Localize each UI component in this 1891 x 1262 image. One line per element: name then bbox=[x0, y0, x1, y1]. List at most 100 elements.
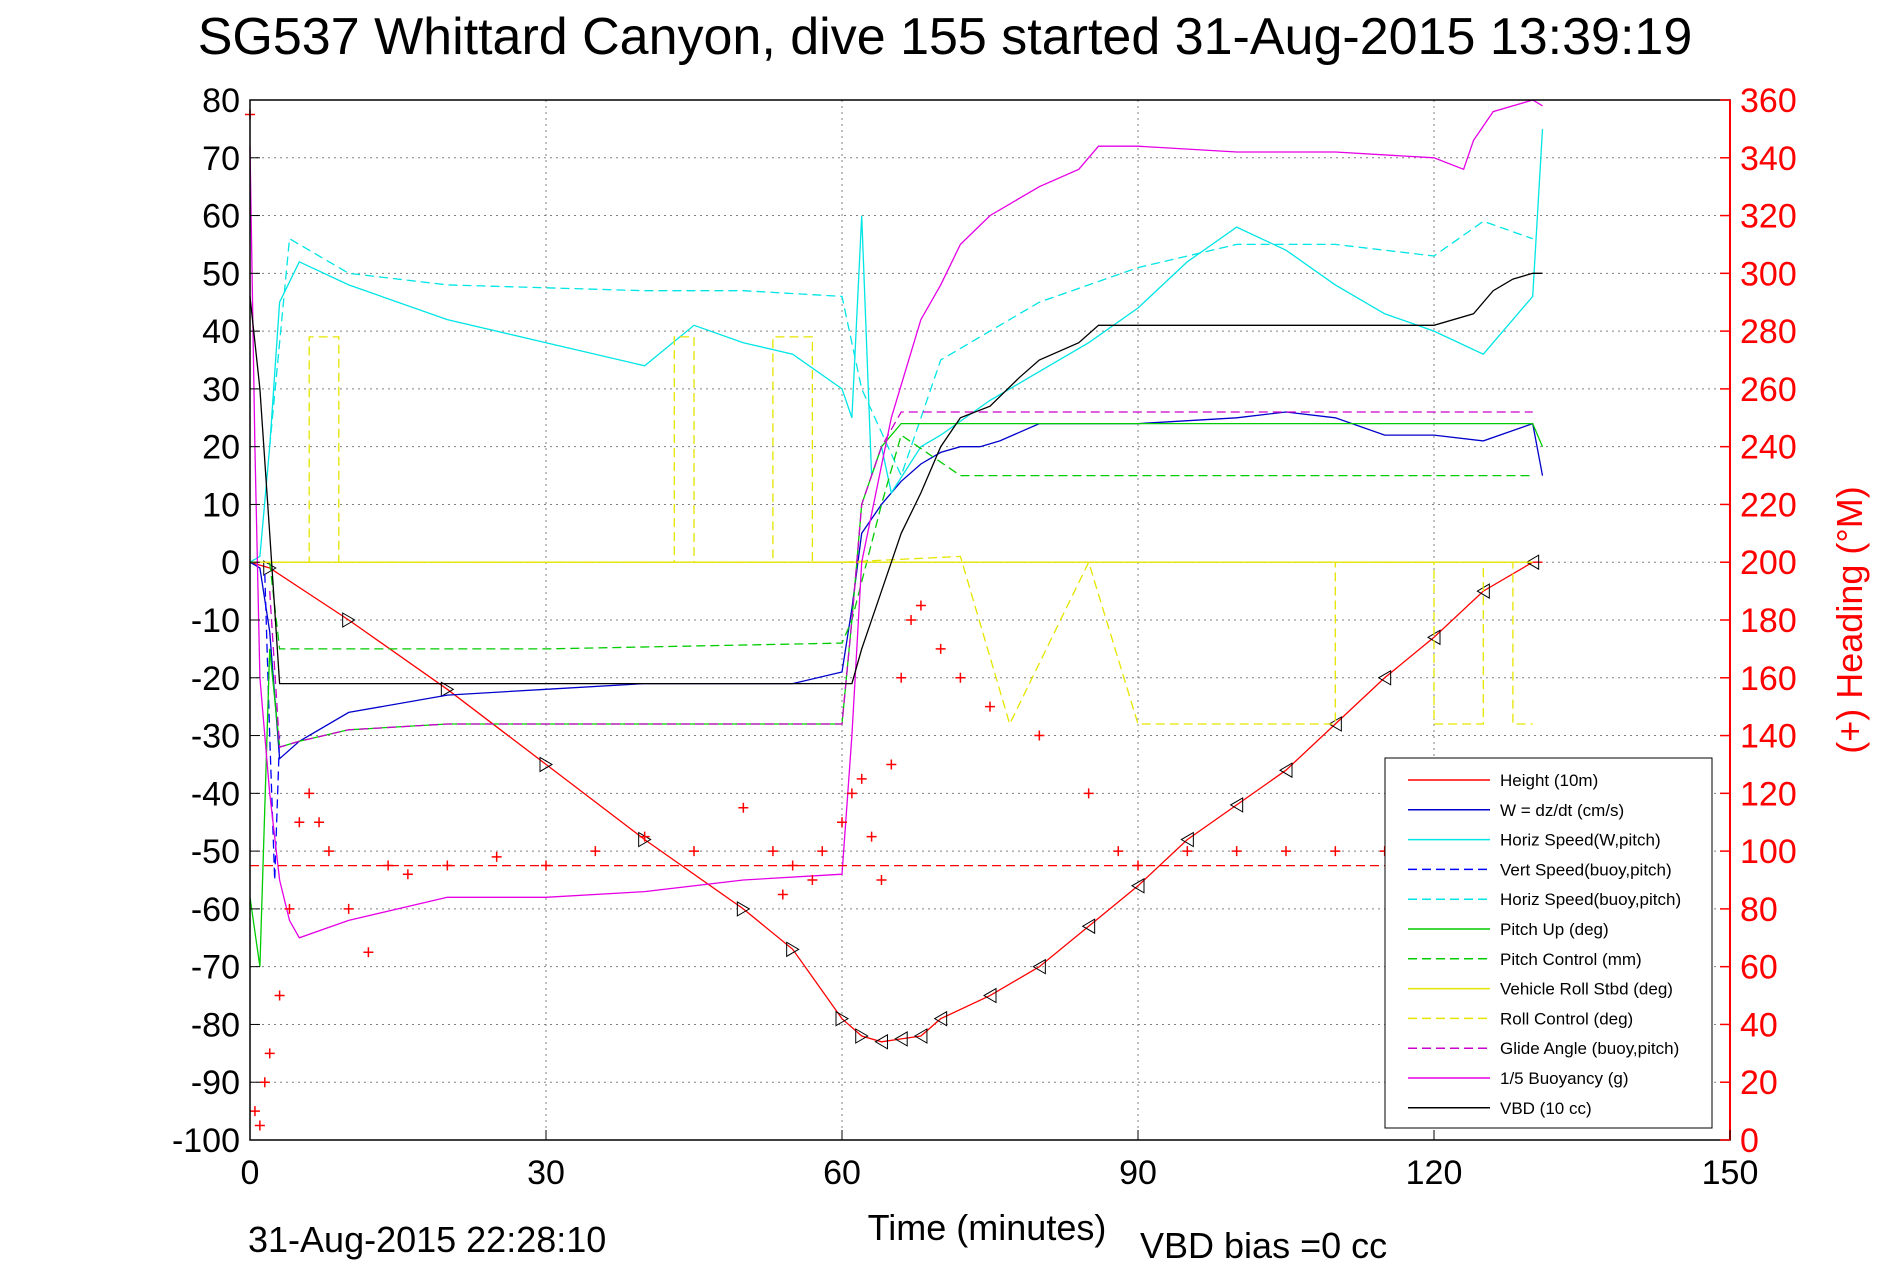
legend-label: Roll Control (deg) bbox=[1500, 1009, 1633, 1028]
heading-point bbox=[1083, 788, 1094, 799]
y-tick-label: 20 bbox=[202, 429, 240, 467]
right-tick-label: 40 bbox=[1740, 1006, 1778, 1044]
chart-title: SG537 Whittard Canyon, dive 155 started … bbox=[198, 8, 1693, 66]
heading-point bbox=[837, 817, 847, 828]
legend-label: Horiz Speed(buoy,pitch) bbox=[1500, 890, 1681, 909]
series-pitch-control-mm bbox=[269, 434, 1533, 650]
right-tick-label: 340 bbox=[1740, 140, 1797, 178]
height-marker bbox=[786, 941, 800, 958]
heading-point bbox=[284, 903, 295, 914]
heading-point bbox=[985, 701, 995, 712]
heading-point bbox=[314, 817, 325, 828]
heading-point bbox=[856, 773, 867, 784]
right-tick-label: 220 bbox=[1740, 486, 1797, 524]
legend-box bbox=[1384, 757, 1713, 1129]
y-tick-label: 10 bbox=[202, 486, 240, 524]
y-tick-label: -100 bbox=[172, 1122, 240, 1160]
right-tick-label: 360 bbox=[1740, 82, 1797, 120]
legend-label: 1/5 Buoyancy (g) bbox=[1500, 1069, 1629, 1088]
heading-point bbox=[1034, 730, 1045, 741]
series-horiz-speed-buoy-pitch bbox=[269, 220, 1533, 478]
y-tick-label: -60 bbox=[191, 891, 240, 929]
heading-point bbox=[866, 831, 877, 842]
height-marker bbox=[933, 1010, 948, 1027]
right-tick-label: 120 bbox=[1740, 775, 1797, 813]
height-marker bbox=[835, 1010, 849, 1027]
x-tick-label: 30 bbox=[527, 1154, 565, 1192]
height-markers bbox=[263, 554, 1540, 1050]
heading-point bbox=[1182, 846, 1193, 857]
heading-point bbox=[906, 615, 917, 625]
heading-point bbox=[1231, 846, 1242, 857]
heading-point bbox=[363, 947, 374, 958]
heading-point bbox=[402, 869, 413, 880]
y-tick-label: -40 bbox=[191, 775, 240, 813]
right-tick-label: 320 bbox=[1740, 198, 1797, 236]
heading-point bbox=[767, 846, 778, 857]
x-tick-label: 60 bbox=[823, 1154, 861, 1192]
footer-vbd-bias: VBD bias =0 cc bbox=[1140, 1225, 1387, 1262]
y-tick-label: -10 bbox=[191, 602, 240, 640]
right-tick-label: 240 bbox=[1740, 429, 1797, 467]
heading-point bbox=[294, 817, 305, 828]
y-tick-label: 30 bbox=[202, 371, 240, 409]
y-tick-label: -90 bbox=[191, 1064, 240, 1102]
height-marker bbox=[736, 901, 751, 917]
height-marker bbox=[1229, 797, 1244, 813]
heading-point bbox=[915, 600, 926, 611]
heading-point bbox=[590, 846, 601, 857]
series-w-dz-dt-cm-s bbox=[249, 411, 1544, 761]
series-height-10m bbox=[249, 561, 1543, 1043]
y-tick-label: -20 bbox=[191, 660, 240, 698]
legend-label: Horiz Speed(W,pitch) bbox=[1500, 831, 1661, 850]
ticks: 0 30 60 90 120 15080706050403020100-10-20-30-… bbox=[172, 82, 1797, 1192]
height-marker bbox=[342, 612, 356, 628]
right-tick-label: 0 bbox=[1740, 1122, 1759, 1160]
height-marker bbox=[983, 987, 997, 1004]
heading-point bbox=[846, 788, 857, 799]
height-marker bbox=[913, 1028, 928, 1044]
footer-timestamp: 31-Aug-2015 22:28:10 bbox=[248, 1219, 606, 1260]
legend: Height (10m) W = dz/dt (cm/s) Horiz Speed(… bbox=[1384, 757, 1713, 1129]
series-glide-angle-buoy-pitch bbox=[269, 411, 1533, 748]
height-marker bbox=[1081, 918, 1096, 935]
height-marker bbox=[1525, 554, 1540, 571]
series-horiz-speed-w-pitch bbox=[249, 128, 1544, 563]
right-tick-label: 260 bbox=[1740, 371, 1797, 409]
y-tick-label: 70 bbox=[202, 140, 240, 178]
y-tick-label: -80 bbox=[191, 1006, 240, 1044]
x-tick-label: 90 bbox=[1119, 1154, 1157, 1192]
series-layer bbox=[245, 99, 1582, 1131]
right-tick-label: 200 bbox=[1740, 544, 1797, 582]
y-tick-label: 60 bbox=[202, 198, 240, 236]
right-tick-label: 60 bbox=[1740, 949, 1778, 987]
heading-point bbox=[1330, 846, 1341, 857]
heading-point bbox=[1281, 846, 1291, 857]
x-tick-label: 120 bbox=[1406, 1154, 1463, 1192]
right-tick-label: 140 bbox=[1740, 718, 1797, 756]
heading-point bbox=[323, 846, 334, 857]
heading-point bbox=[274, 990, 285, 1001]
legend-label: Vehicle Roll Stbd (deg) bbox=[1500, 980, 1673, 999]
heading-point bbox=[259, 1077, 270, 1088]
height-marker bbox=[855, 1028, 869, 1044]
right-tick-label: 80 bbox=[1740, 891, 1778, 929]
legend-label: Glide Angle (buoy,pitch) bbox=[1500, 1039, 1679, 1058]
x-axis-label: Time (minutes) bbox=[868, 1207, 1107, 1248]
heading-point bbox=[817, 846, 828, 857]
heading-point bbox=[254, 1120, 265, 1131]
heading-point bbox=[955, 672, 966, 683]
heading-point bbox=[491, 851, 502, 862]
height-marker bbox=[1180, 831, 1194, 848]
series-1-5-buoyancy-g bbox=[249, 99, 1543, 939]
right-tick-label: 280 bbox=[1740, 313, 1797, 351]
series-roll-control-deg bbox=[250, 336, 1533, 726]
height-marker bbox=[894, 1031, 908, 1047]
heading-point bbox=[896, 672, 907, 683]
y-tick-label: -30 bbox=[191, 718, 240, 756]
y-tick-label: 80 bbox=[202, 82, 240, 120]
legend-label: Vert Speed(buoy,pitch) bbox=[1500, 860, 1672, 879]
series-vert-speed-buoy-pitch bbox=[264, 573, 281, 881]
x-tick-label: 0 bbox=[241, 1154, 260, 1192]
